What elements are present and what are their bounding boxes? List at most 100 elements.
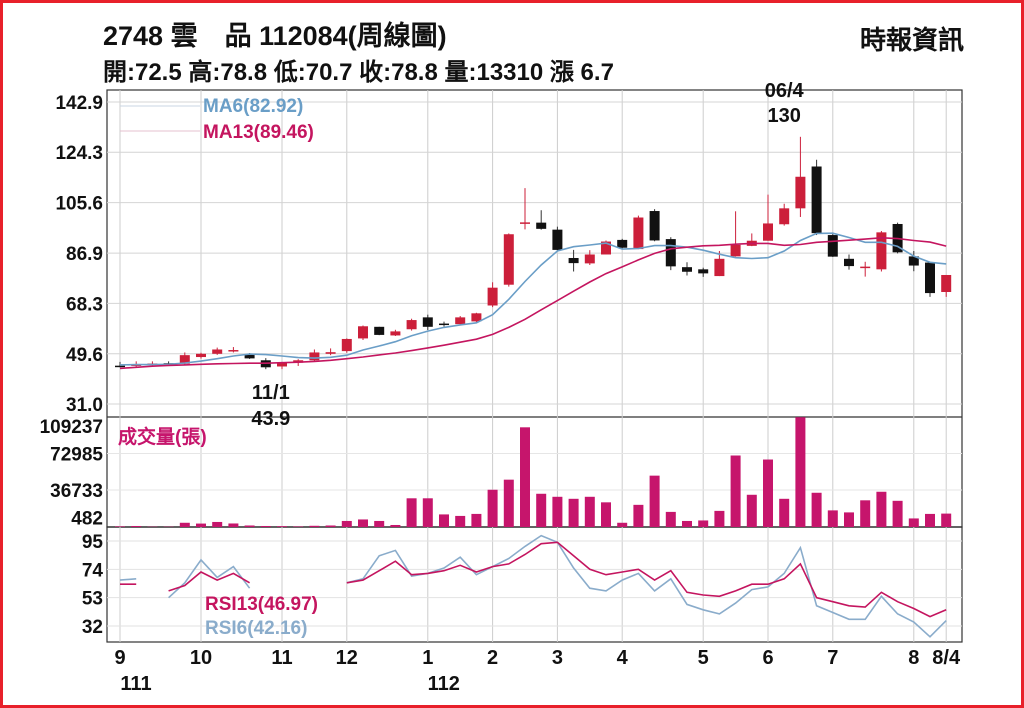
rsi-tick-label: 95 bbox=[82, 532, 104, 553]
candle-body bbox=[179, 355, 190, 364]
volume-bar bbox=[471, 513, 482, 527]
candle-body bbox=[584, 254, 595, 264]
volume-bar bbox=[714, 510, 725, 527]
volume-tick-label: 109237 bbox=[40, 417, 103, 438]
volume-bar bbox=[487, 489, 498, 527]
volume-bar bbox=[908, 518, 919, 527]
volume-bar bbox=[730, 455, 741, 527]
volume-bar bbox=[196, 523, 206, 527]
candle-body bbox=[406, 320, 417, 330]
legend-ma6: MA6(82.92) bbox=[203, 96, 303, 117]
volume-bar bbox=[358, 519, 368, 527]
volume-bar bbox=[244, 525, 255, 527]
volume-bar bbox=[698, 520, 709, 527]
volume-bar bbox=[811, 492, 822, 527]
volume-bar bbox=[601, 502, 611, 527]
rsi-frame bbox=[106, 526, 963, 643]
low-annotation-value: 43.9 bbox=[251, 408, 290, 430]
high-annotation-date: 06/4 bbox=[765, 80, 805, 102]
rsi6-line bbox=[119, 578, 137, 581]
x-tick-label: 5 bbox=[698, 647, 709, 669]
volume-bar bbox=[277, 526, 287, 527]
volume-bar bbox=[552, 496, 563, 527]
candle-body bbox=[228, 350, 239, 352]
candle-body bbox=[552, 229, 563, 250]
candle-body bbox=[520, 222, 530, 224]
candle-body bbox=[682, 267, 692, 272]
rsi-tick-label: 74 bbox=[82, 560, 104, 581]
candle-body bbox=[601, 241, 611, 255]
price-tick-label: 105.6 bbox=[55, 194, 103, 215]
volume-bar bbox=[617, 522, 628, 527]
candle-body bbox=[633, 217, 644, 250]
candle-body bbox=[811, 166, 822, 234]
volume-bar bbox=[763, 459, 773, 527]
volume-bar bbox=[212, 521, 223, 527]
candle-body bbox=[698, 269, 709, 274]
x-tick-label: 10 bbox=[190, 647, 212, 669]
price-tick-label: 31.0 bbox=[66, 395, 103, 416]
ohlc-summary: 開:72.5 高:78.8 低:70.7 收:78.8 量:13310 漲 6.… bbox=[103, 59, 614, 86]
candle-body bbox=[212, 349, 223, 354]
x-tick-label: 9 bbox=[114, 647, 125, 669]
volume-bar bbox=[682, 520, 692, 527]
volume-bar bbox=[633, 504, 644, 527]
x-year-label: 112 bbox=[428, 673, 460, 695]
volume-bar bbox=[746, 494, 757, 527]
candle-body bbox=[860, 266, 871, 269]
candle-body bbox=[665, 239, 676, 267]
price-tick-label: 49.6 bbox=[66, 345, 103, 366]
high-annotation-value: 130 bbox=[768, 105, 801, 127]
chart-title: 2748 雲 品 112084(周線圖) bbox=[103, 21, 447, 51]
plot-frame bbox=[106, 89, 963, 528]
volume-bar bbox=[536, 493, 547, 527]
volume-tick-label: 72985 bbox=[50, 445, 103, 466]
legend-ma13: MA13(89.46) bbox=[203, 122, 314, 143]
legend-rsi6: RSI6(42.16) bbox=[205, 618, 307, 639]
volume-bar bbox=[390, 524, 401, 527]
x-tick-label: 2 bbox=[487, 647, 498, 669]
volume-bar bbox=[665, 511, 676, 527]
rsi-tick-label: 53 bbox=[82, 589, 103, 610]
x-tick-label: 6 bbox=[762, 647, 773, 669]
volume-bar bbox=[179, 522, 190, 527]
volume-bar bbox=[341, 520, 352, 527]
candle-body bbox=[925, 262, 935, 294]
price-tick-label: 86.9 bbox=[66, 244, 103, 265]
rsi6-line bbox=[168, 558, 251, 599]
ma6-line bbox=[119, 232, 947, 366]
candle-body bbox=[471, 313, 482, 322]
candle-body bbox=[487, 287, 498, 306]
rsi-tick-label: 32 bbox=[82, 617, 103, 638]
volume-bar bbox=[293, 526, 304, 527]
rsi13-line bbox=[168, 571, 251, 592]
candle-body bbox=[325, 352, 336, 354]
volume-bar bbox=[925, 513, 935, 527]
ma13-line bbox=[119, 236, 947, 370]
candle-body bbox=[908, 256, 919, 266]
candle-body bbox=[422, 317, 433, 327]
volume-bar bbox=[584, 496, 595, 527]
volume-bar bbox=[260, 525, 271, 527]
x-tick-label: 12 bbox=[336, 647, 358, 669]
candle-body bbox=[795, 176, 806, 209]
volume-bar bbox=[374, 520, 385, 527]
candle-body bbox=[844, 258, 854, 267]
volume-bar bbox=[439, 514, 449, 527]
volume-bar bbox=[406, 498, 417, 527]
volume-bar bbox=[795, 417, 806, 527]
x-tick-label: 3 bbox=[552, 647, 563, 669]
volume-bar bbox=[876, 491, 887, 527]
candle-body bbox=[941, 274, 952, 292]
x-tick-label: 11 bbox=[271, 647, 292, 669]
rsi6-line bbox=[346, 534, 947, 638]
volume-bar bbox=[860, 500, 871, 527]
x-year-label: 111 bbox=[120, 673, 151, 695]
candle-body bbox=[876, 232, 887, 270]
candle-body bbox=[341, 338, 352, 352]
rsi13-line bbox=[346, 541, 947, 618]
legend-rsi13: RSI13(46.97) bbox=[205, 594, 318, 615]
candle-body bbox=[779, 208, 790, 225]
candle-body bbox=[503, 234, 514, 285]
